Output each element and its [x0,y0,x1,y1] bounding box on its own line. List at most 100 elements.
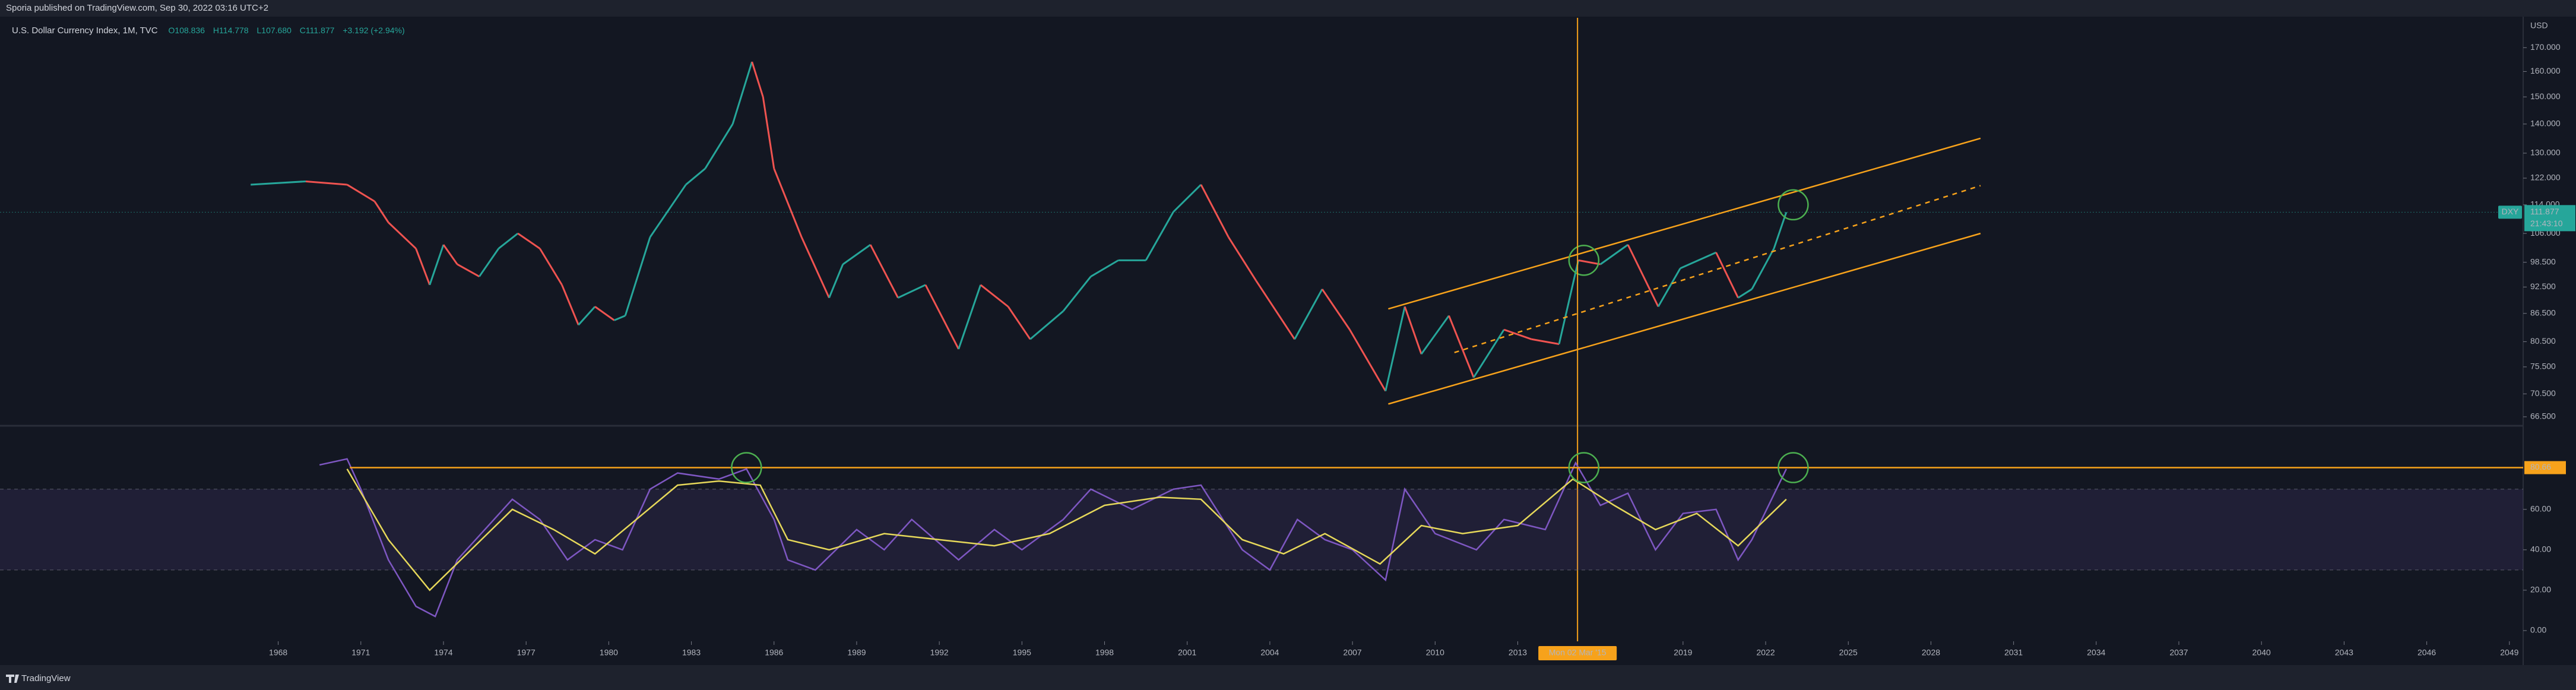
price-segment [594,306,615,321]
x-tick-label: 1983 [682,648,701,657]
price-segment [346,183,375,202]
price-segment [1448,315,1475,378]
symbol-label: DXY [2502,207,2519,216]
x-tick-label: 2001 [1178,648,1196,657]
y-tick-label: 20.00 [2530,585,2551,594]
x-tick-label: 2004 [1260,648,1279,657]
y-tick-label: 130.000 [2530,148,2561,157]
highlight-circle [1568,452,1600,483]
x-tick-label: 1980 [600,648,618,657]
price-segment [980,284,1009,308]
level-label: 80.66 [2530,462,2551,471]
price-segment [415,248,431,286]
y-tick-label: 66.500 [2530,412,2556,421]
price-segment [305,180,347,186]
price-segment [1349,329,1387,392]
price-segment [842,243,872,265]
highlight-circle [1777,452,1809,483]
price-segment [561,284,579,325]
last-price-label: 111.877 [2530,207,2559,216]
price-segment [1294,289,1323,340]
y-tick-label: 150.000 [2530,91,2561,101]
price-segment [1472,329,1505,378]
x-tick-label: 2028 [1922,648,1940,657]
price-segment [442,244,458,265]
y-tick-label: 40.00 [2530,545,2551,554]
x-tick-label: 1995 [1013,648,1031,657]
price-segment [1403,306,1422,355]
price-segment [539,248,563,286]
price-segment [924,284,959,350]
price-segment [373,201,389,223]
y-tick-label: 160.000 [2530,66,2561,75]
publisher: Sporia published on TradingView.com, Sep… [6,3,268,13]
y-tick-label: 70.500 [2530,388,2556,398]
rsi-band [0,489,2523,570]
price-segment [773,168,803,238]
price-segment [457,263,480,277]
highlight-circle [731,452,762,483]
y-tick-label: 75.500 [2530,362,2556,371]
legend-change: +3.192 (+2.94%) [343,26,404,35]
price-segment [1599,243,1628,265]
price-segment [429,244,445,286]
price-segment [1029,310,1064,340]
bottom-bar [0,665,2576,690]
y-tick-label: 86.500 [2530,308,2556,317]
price-segment [1384,306,1406,391]
price-segment [1228,236,1257,281]
price-segment [1715,252,1739,299]
price-segment [751,61,764,97]
price-segment [704,124,734,169]
price-segment [1578,259,1601,265]
y-tick-label: 80.500 [2530,336,2556,346]
x-tick-label: 2043 [2335,648,2353,657]
price-segment [1558,260,1580,344]
x-tick-label: 2037 [2169,648,2188,657]
highlight-circle [1777,189,1809,221]
x-tick-label: 2049 [2500,648,2518,657]
price-segment [649,184,687,238]
price-box [2524,205,2575,232]
level-box [2524,461,2566,474]
price-segment [1062,276,1092,312]
x-tick-label: 1989 [847,648,866,657]
x-tick-label: 2019 [1674,648,1692,657]
price-segment [828,264,844,299]
y-tick-label: 0.00 [2530,625,2546,635]
price-segment [1145,211,1174,261]
brand-logo [6,675,19,683]
price-segment [578,306,596,326]
x-tick-label: 1986 [765,648,783,657]
price-segment [685,167,706,186]
y-tick-label: 122.000 [2530,173,2561,182]
x-tick-label: 1977 [517,648,536,657]
y-tick-label: 140.000 [2530,119,2561,128]
legend-low: L107.680 [257,26,292,35]
x-tick-label: 2022 [1756,648,1775,657]
crosshair-box [1538,646,1617,660]
price-segment [251,180,306,186]
series-line [346,469,1787,591]
price-segment [1773,211,1788,249]
y-tick-label: 170.000 [2530,42,2561,52]
price-segment [479,248,500,277]
legend-high: H114.778 [213,26,249,35]
x-tick-label: 2031 [2004,648,2023,657]
price-segment [897,284,926,299]
price-segment [1007,306,1031,340]
x-tick-label: 1974 [434,648,452,657]
price-segment [1531,338,1560,345]
x-tick-label: 1968 [269,648,287,657]
legend: U.S. Dollar Currency Index, 1M, TVC O108… [12,26,405,36]
x-tick-label: 2007 [1344,648,1362,657]
price-segment [1503,328,1532,340]
price-segment [1090,259,1119,277]
y-tick-label: 60.00 [2530,504,2551,514]
price-segment [1255,280,1295,340]
price-segment [498,232,519,249]
legend-open: O108.836 [169,26,205,35]
x-tick-label: 1998 [1095,648,1114,657]
price-segment [731,61,753,125]
